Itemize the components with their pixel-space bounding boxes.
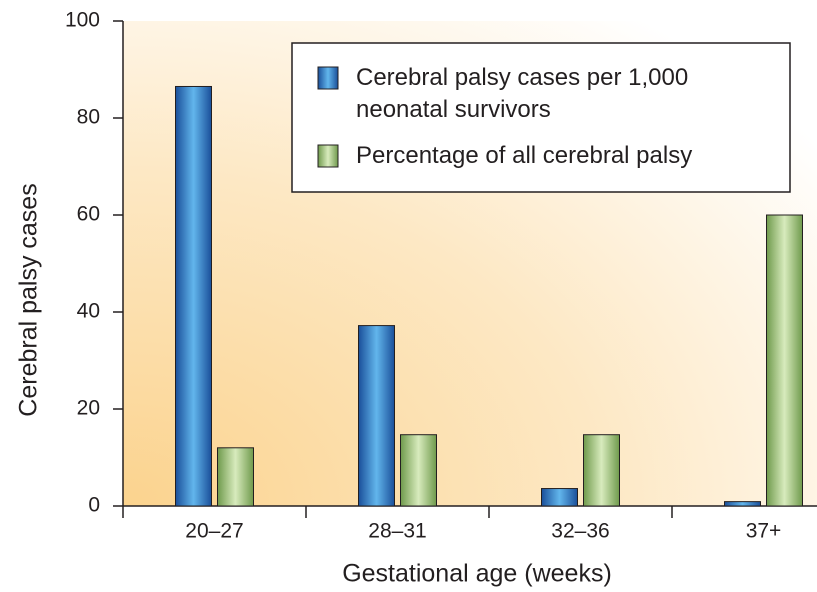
legend-label-box: Percentage of all cerebral palsy bbox=[356, 142, 693, 169]
bar bbox=[583, 434, 620, 507]
legend-box bbox=[291, 42, 791, 193]
x-tick-label: 28–31 bbox=[368, 520, 426, 543]
bar bbox=[217, 447, 254, 507]
y-tick-label: 20 bbox=[77, 397, 100, 420]
y-axis-title: Cerebral palsy cases bbox=[15, 183, 43, 416]
legend-label: Percentage of all cerebral palsy bbox=[356, 142, 693, 169]
bar bbox=[400, 434, 437, 507]
y-tick-label: 80 bbox=[77, 106, 100, 129]
bar bbox=[724, 501, 761, 507]
x-axis-title: Gestational age (weeks) bbox=[342, 560, 612, 588]
bar bbox=[175, 85, 212, 507]
x-tick-label: 37+ bbox=[746, 520, 782, 543]
y-tick-label: 60 bbox=[77, 203, 100, 226]
y-tick-label: 0 bbox=[88, 494, 100, 517]
legend-label-box: Cerebral palsy cases per 1,000 neonatal … bbox=[356, 64, 689, 123]
x-tick-label: 32–36 bbox=[551, 520, 609, 543]
legend-swatch bbox=[317, 66, 339, 90]
legend: Cerebral palsy cases per 1,000 neonatal … bbox=[291, 42, 791, 193]
bar bbox=[541, 488, 578, 507]
bar bbox=[358, 325, 395, 507]
legend-label: Cerebral palsy cases per 1,000 neonatal … bbox=[356, 64, 689, 123]
y-tick-label: 40 bbox=[77, 300, 100, 323]
bar bbox=[766, 214, 803, 507]
x-tick-label: 20–27 bbox=[185, 520, 243, 543]
y-tick-label: 100 bbox=[65, 9, 100, 32]
legend-swatch bbox=[317, 144, 339, 168]
